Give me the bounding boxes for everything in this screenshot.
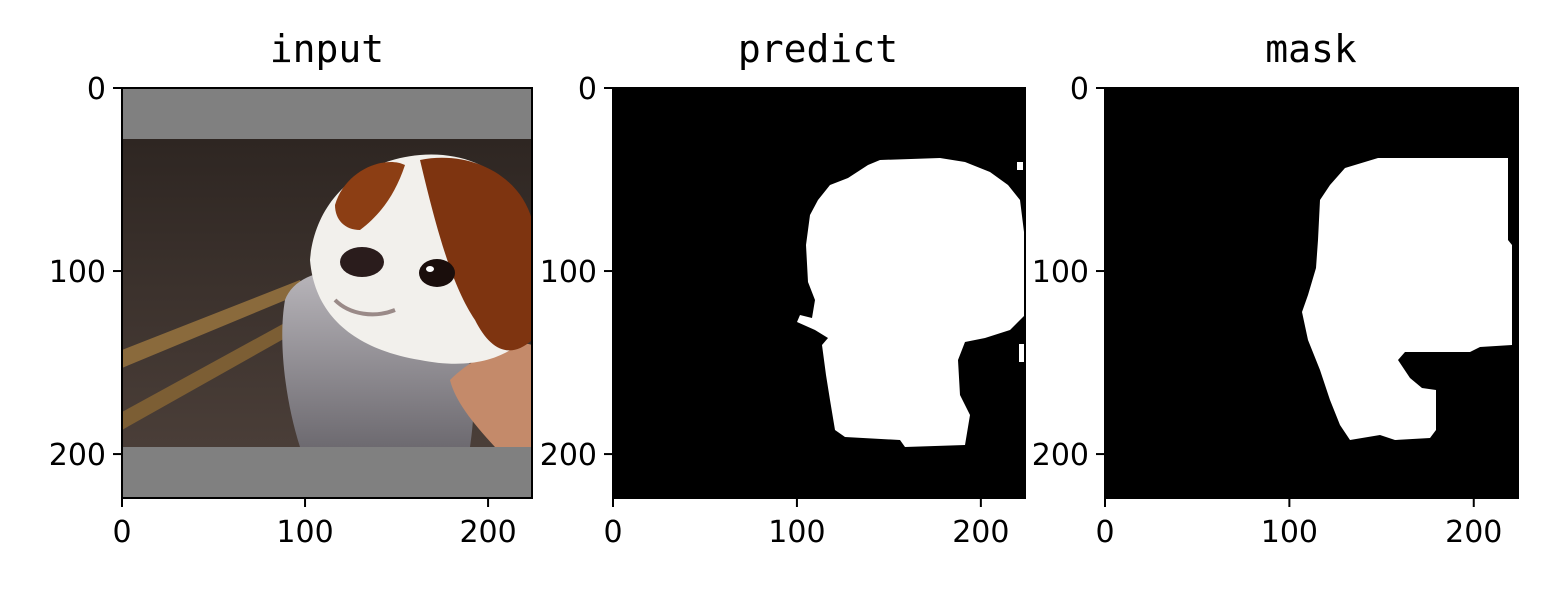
predict-ytick-label-0: 0 [578,72,597,107]
input-axes: 0 100 200 0 100 200 [49,72,517,550]
input-frame [121,87,533,499]
mask-frame [1104,87,1519,499]
mask-image [1105,88,1518,498]
predict-frame [612,87,1026,499]
input-title: input [270,27,384,71]
dog-nose [340,247,384,277]
predict-xtick-label-2: 200 [952,515,1009,550]
mask-axes: 0 100 200 0 100 200 [1032,72,1503,550]
predict-image [613,88,1025,498]
mask-xtick-label-2: 200 [1445,515,1502,550]
input-xtick-label-2: 200 [459,515,516,550]
predict-ytick-label-2: 200 [540,438,597,473]
input-ytick-label-1: 100 [49,255,106,290]
predict-speck-1 [1017,162,1023,170]
predict-speck-2 [1019,344,1025,362]
dog-mouth [333,298,396,317]
predict-foreground-blob [797,158,1025,447]
input-padding-bottom [122,447,532,498]
predict-title: predict [738,27,898,71]
dog-brown-patch-right [420,157,532,351]
input-ytick-label-2: 200 [49,438,106,473]
mask-ytick-label-0: 0 [1070,72,1089,107]
hand [450,343,532,447]
input-padding-top [122,88,532,139]
predict-axes: 0 100 200 0 100 200 [540,72,1010,550]
dog-eye-highlight [426,266,434,272]
wooden-rod-1 [122,280,305,368]
mask-title: mask [1265,27,1357,71]
input-xtick-label-1: 100 [276,515,333,550]
mask-foreground-blob [1302,158,1512,440]
mask-xtick-label-1: 100 [1261,515,1318,550]
mask-ytick-label-2: 200 [1032,438,1089,473]
panel-input: input 0 100 200 0 100 200 [49,27,533,550]
predict-ytick-label-1: 100 [540,255,597,290]
input-xtick-label-0: 0 [112,515,131,550]
input-ytick-label-0: 0 [87,72,106,107]
wooden-rod-2 [122,320,296,430]
panel-mask: mask 0 100 200 0 100 200 [1032,27,1519,550]
mask-xtick-label-0: 0 [1095,515,1114,550]
dog-eye [419,259,455,287]
predict-xtick-label-0: 0 [603,515,622,550]
predict-xtick-label-1: 100 [768,515,825,550]
input-image [122,88,532,498]
panel-predict: predict 0 100 200 0 100 200 [540,27,1026,550]
mask-ytick-label-1: 100 [1032,255,1089,290]
dog-brown-patch-left [335,161,405,230]
